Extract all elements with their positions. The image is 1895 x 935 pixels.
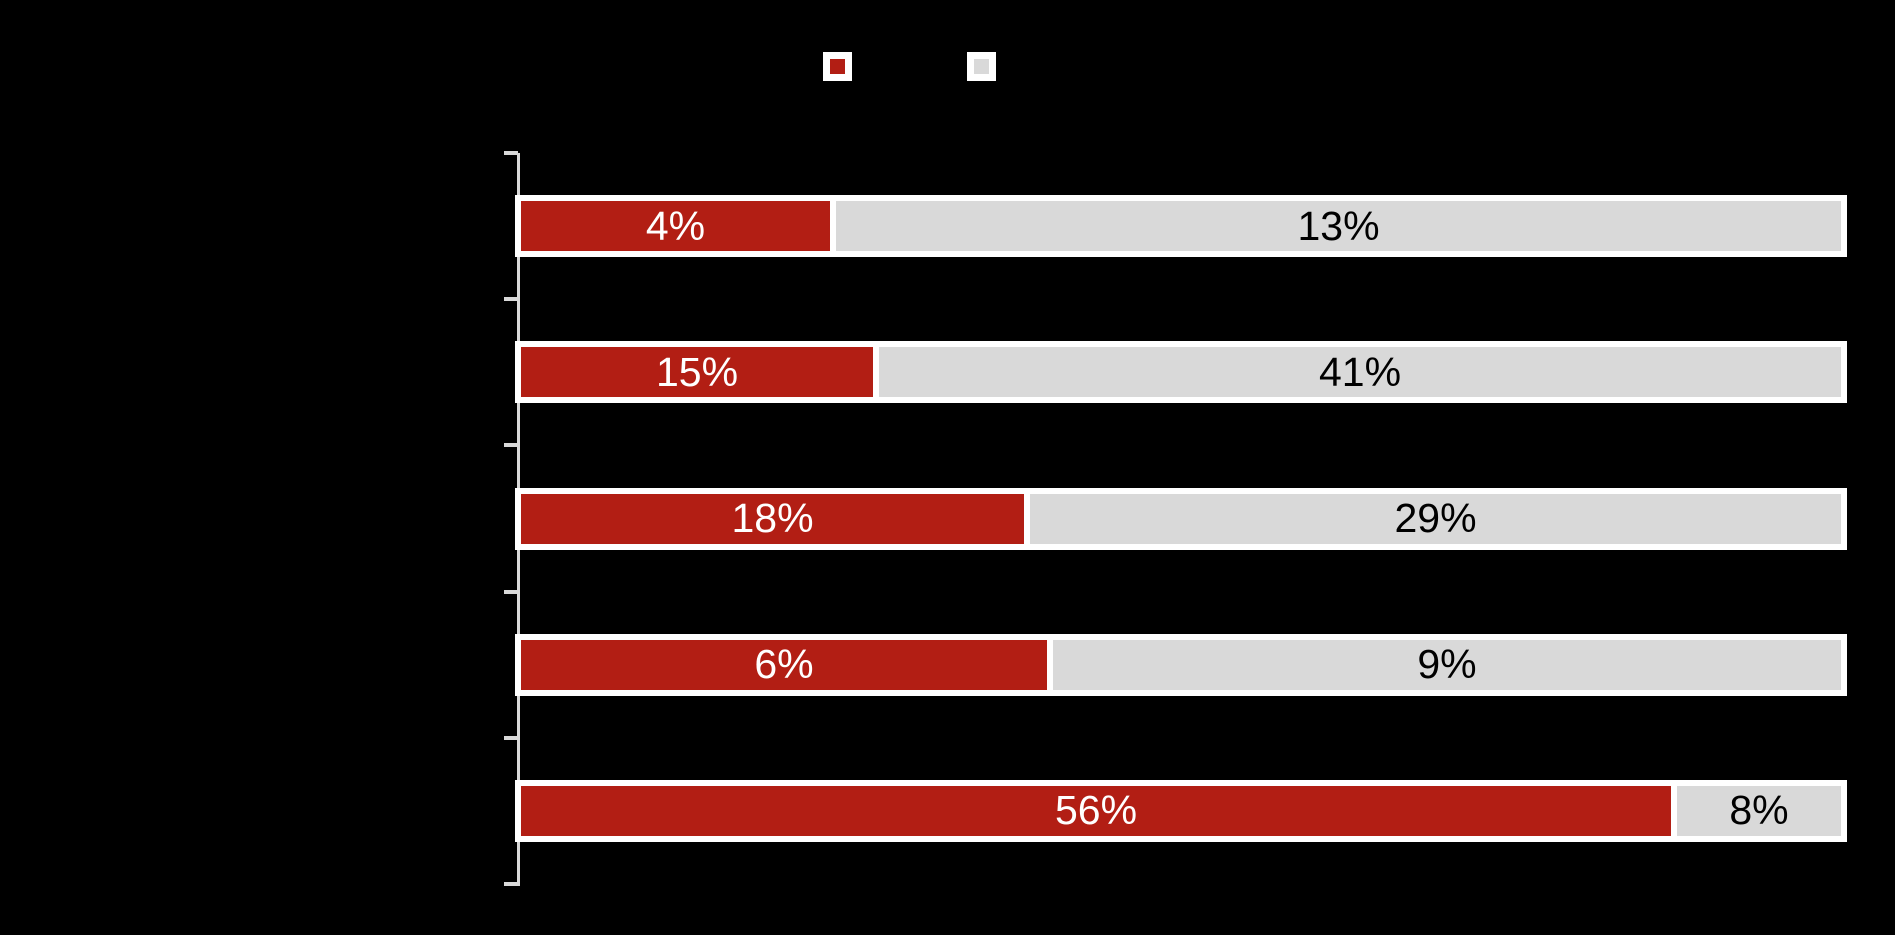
bar-segment-red-2: 15% [521, 347, 873, 398]
legend-item-gray [967, 52, 996, 81]
bar-segment-red-1: 4% [521, 201, 830, 252]
y-axis-tick [504, 589, 518, 594]
y-axis-tick [504, 443, 518, 448]
bar-segment-red-5: 56% [521, 785, 1671, 836]
bar-segment-gray-1: 13% [836, 201, 1841, 252]
bar-segment-gray-4: 9% [1053, 639, 1841, 690]
bar-segment-gray-2: 41% [879, 347, 1841, 398]
y-axis-tick [504, 735, 518, 740]
legend-item-red [823, 52, 852, 81]
bar-row-3: 18% 29% [515, 487, 1847, 550]
bar-row-1: 4% 13% [515, 195, 1847, 258]
bar-segment-gray-3: 29% [1030, 493, 1841, 544]
bar-row-2: 15% 41% [515, 341, 1847, 404]
y-axis-tick [504, 297, 518, 302]
bar-row-4: 6% 9% [515, 633, 1847, 696]
bar-segment-red-3: 18% [521, 493, 1024, 544]
bar-segment-red-4: 6% [521, 639, 1047, 690]
legend-swatch-red-icon [830, 59, 845, 74]
bar-segment-gray-5: 8% [1677, 785, 1841, 836]
legend-swatch-gray-icon [974, 59, 989, 74]
y-axis-tick [504, 151, 518, 155]
y-axis-tick [504, 882, 518, 886]
bar-row-5: 56% 8% [515, 779, 1847, 842]
